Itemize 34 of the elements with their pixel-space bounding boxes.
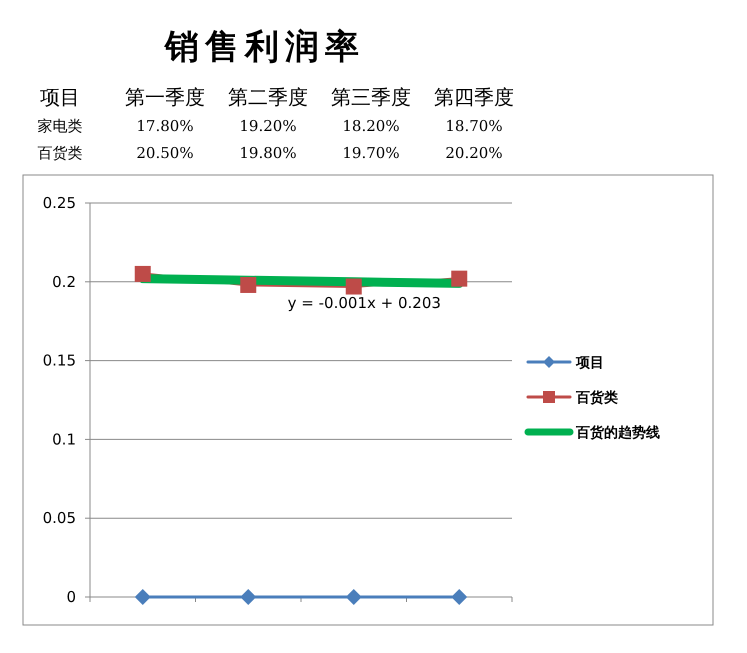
table-cell: 19.70% [342, 144, 400, 162]
point [240, 276, 256, 293]
title: 销售利润率 [165, 27, 365, 67]
point [134, 589, 151, 605]
table-cell: 百货类 [38, 144, 82, 162]
legend-label: 项目 [575, 355, 604, 371]
point [134, 266, 151, 282]
table-cell: 18.70% [445, 117, 503, 135]
y-tick-label: 0.05 [42, 509, 76, 528]
table-cell: 19.20% [239, 117, 297, 135]
table-cell: 第二季度 [228, 85, 308, 109]
point [451, 270, 468, 287]
table-cell: 17.80% [136, 117, 194, 135]
y-tick-label: 0.2 [52, 272, 76, 291]
point [240, 589, 256, 605]
y-tick-label: 0.25 [42, 194, 76, 212]
table-cell: 19.80% [239, 144, 297, 162]
point [451, 589, 468, 605]
table-cell: 项目 [40, 85, 80, 109]
table-cell: 20.50% [136, 144, 194, 162]
legend-label: 百货的趋势线 [575, 425, 660, 441]
legend-label: 百货类 [575, 390, 618, 406]
point [346, 278, 362, 295]
y-tick-label: 0.15 [42, 352, 76, 370]
table-cell: 20.20% [445, 144, 503, 162]
table-cell: 家电类 [38, 117, 82, 135]
point [346, 589, 362, 605]
y-tick-label: 0.1 [52, 430, 76, 448]
y-tick-label: 0 [66, 588, 76, 606]
table-cell: 第三季度 [331, 85, 411, 109]
annotation: y = -0.001x + 0.203 [288, 294, 441, 312]
table-cell: 18.20% [342, 117, 400, 135]
table-cell: 第一季度 [125, 85, 205, 109]
table-cell: 第四季度 [434, 85, 514, 109]
